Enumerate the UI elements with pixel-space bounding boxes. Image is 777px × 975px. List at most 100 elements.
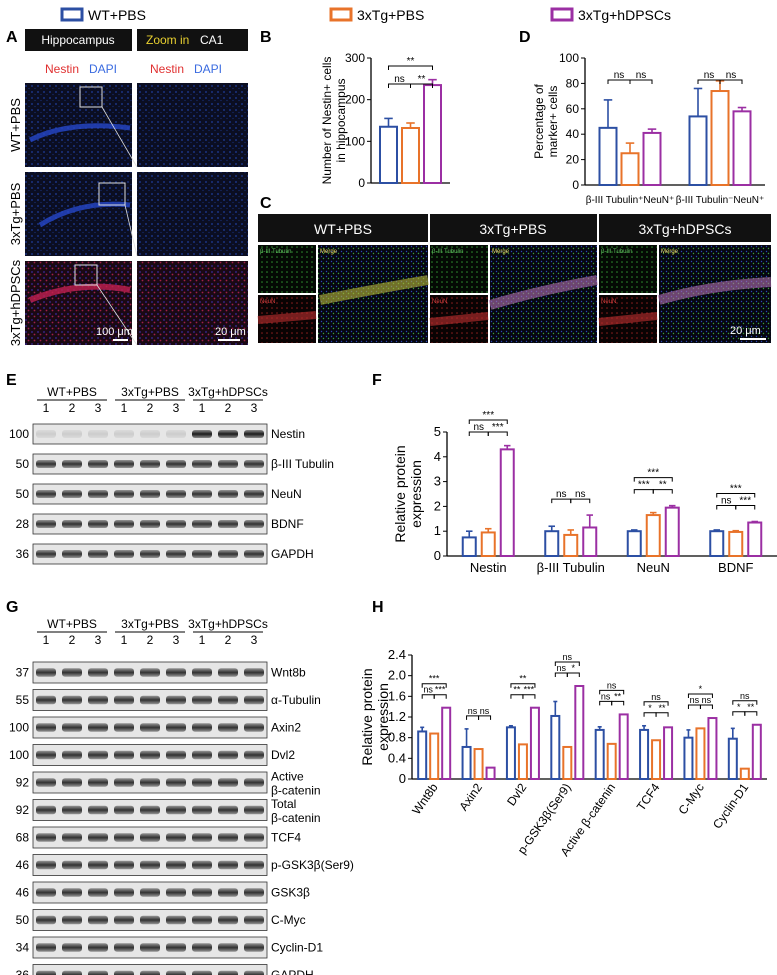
- legend-label-wt: WT+PBS: [88, 7, 146, 23]
- blot-band: [62, 695, 82, 705]
- blot-band: [62, 520, 82, 528]
- y-tick-label: 20: [566, 153, 580, 167]
- y-tick-label: 0.8: [388, 730, 406, 745]
- blot-band: [114, 550, 134, 558]
- bar: [695, 727, 706, 780]
- significance-label: **: [747, 702, 755, 712]
- blot-band: [166, 460, 186, 468]
- blot-band: [88, 805, 108, 815]
- blot-group-label: 3xTg+hDPSCs: [188, 385, 268, 399]
- y-axis-label: expression: [375, 683, 391, 751]
- significance-label: ns: [423, 685, 433, 695]
- blot-band: [88, 490, 108, 498]
- blot-band: [218, 833, 238, 842]
- blot-band: [114, 888, 134, 897]
- chart-b: 0 100 200 300 Number of Nestin+ cells in hipp…: [320, 51, 450, 190]
- blot-band: [166, 915, 186, 925]
- blot-band: [114, 860, 134, 870]
- blot-band: [192, 860, 212, 870]
- y-axis-label: Number of Nestin+ cells: [320, 57, 334, 185]
- legend-label-hdpsc: 3xTg+hDPSCs: [578, 7, 671, 23]
- y-tick-label: 1.2: [388, 709, 406, 724]
- significance-bracket: [388, 65, 433, 70]
- y-tick-label: 100: [345, 134, 365, 148]
- blot-band: [88, 550, 108, 558]
- blot-band: [62, 750, 82, 760]
- blot-kda-label: 100: [9, 721, 29, 735]
- blot-band: [62, 778, 82, 787]
- y-tick-label: 4: [434, 449, 441, 464]
- blot-band: [244, 915, 264, 925]
- blot-band: [192, 668, 212, 677]
- blot-band: [88, 860, 108, 870]
- significance-label: ns: [740, 691, 750, 701]
- y-tick-label: 0: [572, 178, 579, 192]
- blot-band: [140, 490, 160, 498]
- x-category-label: BDNF: [718, 560, 753, 575]
- y-tick-label: 1: [434, 523, 441, 538]
- blot-band: [62, 723, 82, 732]
- bar: [728, 530, 744, 557]
- bar: [710, 90, 730, 186]
- y-axis-label: in hippocampus: [334, 78, 348, 162]
- significance-label: ns: [651, 692, 661, 702]
- panel-a-scale-right: 20 μm: [215, 326, 246, 338]
- bar: [626, 530, 642, 558]
- y-tick-label: 2.4: [388, 647, 406, 662]
- blot-protein-label: Dvl2: [271, 748, 295, 762]
- panel-a-letter: A: [6, 29, 18, 46]
- legend-label-3xtg: 3xTg+PBS: [357, 7, 424, 23]
- significance-label: ns: [704, 70, 715, 81]
- blot-lane-label: 1: [43, 633, 50, 647]
- blot-band: [166, 778, 186, 787]
- blot-band: [36, 490, 56, 498]
- significance-bracket: [421, 694, 435, 699]
- y-axis-label: marker+ cells: [546, 86, 560, 158]
- blot-band: [192, 723, 212, 732]
- blot-band: [218, 460, 238, 468]
- blot-band: [192, 750, 212, 760]
- significance-bracket: [433, 694, 447, 699]
- significance-bracket: [643, 712, 657, 717]
- blot-protein-label: Nestin: [271, 427, 305, 441]
- significance-bracket: [699, 704, 713, 710]
- significance-bracket: [421, 683, 447, 688]
- blot-band: [62, 833, 82, 842]
- blot-band: [244, 833, 264, 842]
- blot-kda-label: 46: [16, 858, 30, 872]
- blot-band: [114, 805, 134, 815]
- blot-band: [218, 943, 238, 952]
- blot-band: [218, 520, 238, 528]
- bar: [505, 726, 516, 780]
- significance-label: ***: [429, 674, 440, 684]
- blot-kda-label: 100: [9, 427, 29, 441]
- blot-band: [114, 490, 134, 498]
- blot-band: [36, 860, 56, 870]
- panel-f-letter: F: [372, 372, 382, 389]
- panel-g-letter: G: [6, 599, 18, 616]
- blot-band: [62, 550, 82, 558]
- blot-band: [140, 460, 160, 468]
- blot-lane-label: 2: [69, 401, 76, 415]
- panel-c-channel-merge-3: Merge: [661, 249, 679, 255]
- y-tick-label: 2.0: [388, 668, 406, 683]
- blot-band: [36, 778, 56, 787]
- legend-swatch-3xtg: [329, 7, 353, 22]
- blot-band: [166, 833, 186, 842]
- blot-protein-label: Cyclin-D1: [271, 941, 323, 955]
- blot-band: [114, 750, 134, 760]
- blot-band: [244, 778, 264, 787]
- blot-band: [192, 460, 212, 468]
- blot-band: [62, 490, 82, 498]
- bar: [461, 745, 472, 781]
- significance-bracket: [611, 700, 625, 706]
- blot-band: [140, 833, 160, 842]
- panel-a-row-3xtg: 3xTg+PBS: [8, 182, 23, 245]
- significance-label: ns: [726, 70, 737, 81]
- y-axis-label: Relative protein: [392, 445, 408, 542]
- significance-bracket: [744, 711, 758, 716]
- y-axis-label: Percentage of: [532, 83, 546, 158]
- blot-lane-label: 3: [251, 633, 258, 647]
- significance-label: ***: [435, 685, 446, 695]
- significance-bracket: [687, 704, 701, 710]
